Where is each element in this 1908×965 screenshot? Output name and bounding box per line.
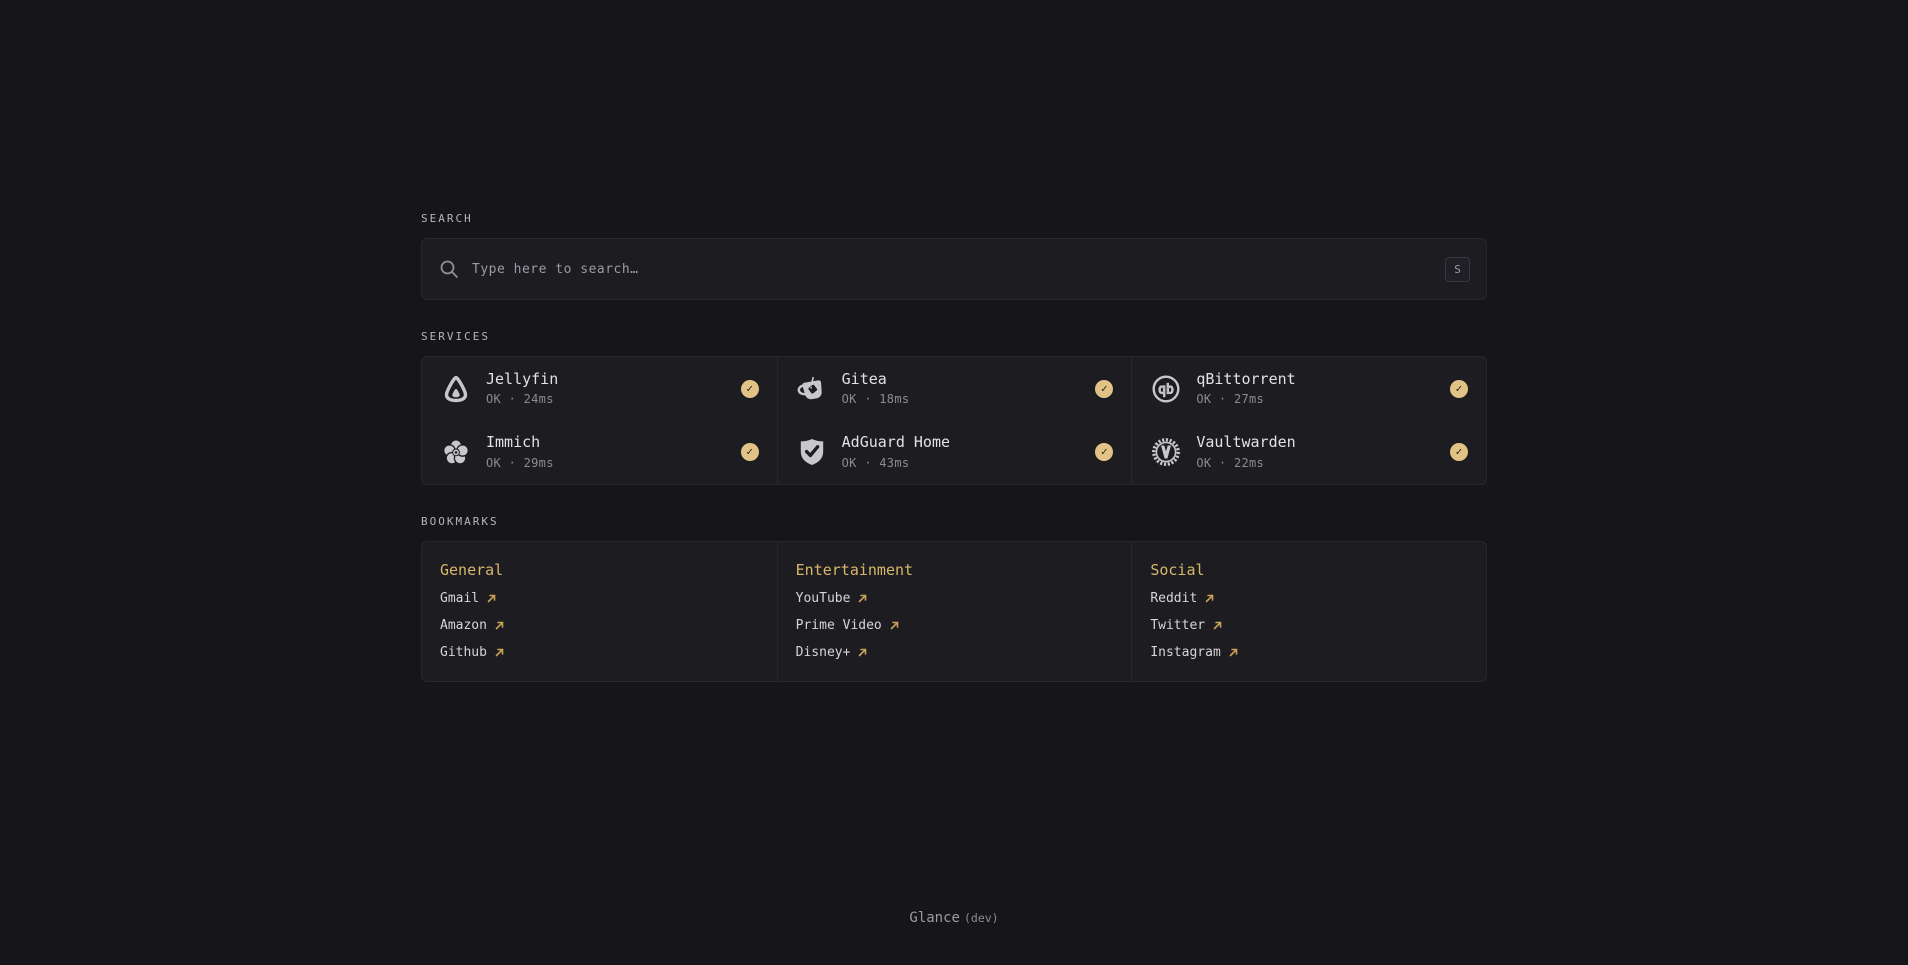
services-card: Jellyfin OK · 24ms ✓	[421, 356, 1487, 485]
bookmark-link-label: Amazon	[440, 617, 487, 633]
search-icon	[438, 258, 460, 280]
status-ok-icon: ✓	[1095, 442, 1114, 461]
bookmark-link-reddit[interactable]: Reddit	[1150, 591, 1215, 606]
service-text: Vaultwarden OK · 22ms	[1196, 433, 1296, 470]
external-link-icon	[486, 593, 497, 604]
external-link-icon	[1212, 620, 1223, 631]
services-section-label: SERVICES	[421, 330, 490, 343]
status-ok-icon: ✓	[740, 442, 759, 461]
search-input[interactable]	[472, 261, 1445, 277]
service-row-vaultwarden[interactable]: Vaultwarden OK · 22ms ✓	[1131, 420, 1486, 484]
service-text: qBittorrent OK · 27ms	[1196, 370, 1296, 407]
external-link-icon	[1204, 593, 1215, 604]
service-status: OK · 18ms	[841, 392, 910, 407]
service-text: Jellyfin OK · 24ms	[486, 370, 559, 407]
status-ok-icon: ✓	[740, 379, 759, 398]
bookmark-link-amazon[interactable]: Amazon	[440, 618, 505, 633]
qbittorrent-icon: qb	[1150, 373, 1182, 405]
bookmark-link-label: Github	[440, 644, 487, 660]
bookmark-link-label: Twitter	[1150, 617, 1206, 633]
bookmark-link-gmail[interactable]: Gmail	[440, 591, 497, 606]
status-ok-icon: ✓	[1449, 442, 1468, 461]
service-status: OK · 24ms	[486, 392, 554, 407]
bookmark-link-label: Gmail	[440, 590, 480, 606]
bookmark-link-instagram[interactable]: Instagram	[1150, 645, 1238, 660]
external-link-icon	[494, 620, 505, 631]
bookmark-link-youtube[interactable]: YouTube	[796, 591, 869, 606]
jellyfin-icon	[440, 373, 472, 405]
footer: Glance (dev)	[421, 910, 1487, 926]
service-status: OK · 22ms	[1196, 455, 1265, 470]
bookmark-link-label: Instagram	[1150, 644, 1221, 660]
service-text: AdGuard Home OK · 43ms	[841, 433, 951, 470]
service-status: OK · 27ms	[1196, 392, 1265, 407]
bookmark-group-title: Entertainment	[795, 560, 914, 579]
bookmark-link-label: YouTube	[795, 590, 851, 606]
bookmarks-card: General Gmail Amazon Github	[421, 540, 1487, 682]
service-title: Vaultwarden	[1196, 433, 1296, 452]
bookmarks-section: BOOKMARKS General Gmail Amazon Git	[421, 515, 1487, 682]
service-title: Jellyfin	[486, 370, 559, 388]
service-title: qBittorrent	[1196, 370, 1296, 388]
vaultwarden-icon	[1150, 436, 1182, 468]
service-title: Gitea	[841, 370, 887, 388]
search-shortcut-key: S	[1445, 256, 1470, 282]
bookmarks-section-label: BOOKMARKS	[421, 514, 499, 528]
bookmark-link-label: Prime Video	[795, 617, 882, 633]
external-link-icon	[857, 647, 868, 658]
service-row-gitea[interactable]: Gitea OK · 18ms ✓	[776, 357, 1132, 421]
service-text: Immich OK · 29ms	[486, 433, 554, 470]
service-row-qbittorrent[interactable]: qb qBittorrent OK · 27ms ✓	[1131, 357, 1486, 421]
bookmark-link-disney-plus[interactable]: Disney+	[796, 645, 869, 660]
search-section-label: SEARCH	[421, 212, 473, 225]
external-link-icon	[857, 593, 868, 604]
footer-app-name: Glance	[909, 909, 960, 926]
gitea-icon	[796, 373, 828, 405]
adguard-home-icon	[796, 436, 828, 468]
bookmark-link-prime-video[interactable]: Prime Video	[796, 618, 900, 633]
bookmark-link-github[interactable]: Github	[440, 645, 505, 660]
service-status: OK · 29ms	[486, 455, 554, 470]
search-bar[interactable]: S	[421, 238, 1487, 300]
bookmark-link-label: Disney+	[795, 644, 851, 660]
bookmark-link-label: Reddit	[1150, 590, 1198, 606]
bookmark-group-title: General	[440, 560, 504, 579]
service-row-immich[interactable]: Immich OK · 29ms ✓	[422, 420, 777, 483]
service-title: Immich	[486, 433, 541, 452]
service-row-adguard-home[interactable]: AdGuard Home OK · 43ms ✓	[776, 420, 1132, 484]
external-link-icon	[1228, 647, 1239, 658]
bookmark-group-social: Social Reddit Twitter Instagram	[1131, 541, 1486, 681]
bookmark-group-title: Social	[1150, 560, 1205, 579]
external-link-icon	[494, 647, 505, 658]
service-title: AdGuard Home	[841, 433, 951, 452]
bookmark-group-general: General Gmail Amazon Github	[422, 542, 777, 681]
page: SEARCH S SERVICES	[421, 0, 1487, 926]
svg-text:qb: qb	[1159, 382, 1175, 397]
services-section: SERVICES Jellyfin OK · 24ms ✓	[421, 330, 1487, 485]
service-status: OK · 43ms	[841, 455, 910, 470]
immich-icon	[440, 436, 472, 468]
bookmark-link-twitter[interactable]: Twitter	[1150, 618, 1223, 633]
search-section: SEARCH S	[421, 212, 1487, 300]
service-row-jellyfin[interactable]: Jellyfin OK · 24ms ✓	[422, 357, 777, 420]
external-link-icon	[889, 620, 900, 631]
status-ok-icon: ✓	[1449, 379, 1468, 398]
bookmark-group-entertainment: Entertainment YouTube Prime Video Disney…	[776, 541, 1132, 681]
service-text: Gitea OK · 18ms	[841, 370, 910, 407]
status-ok-icon: ✓	[1095, 379, 1114, 398]
footer-env-label: (dev)	[963, 910, 999, 925]
